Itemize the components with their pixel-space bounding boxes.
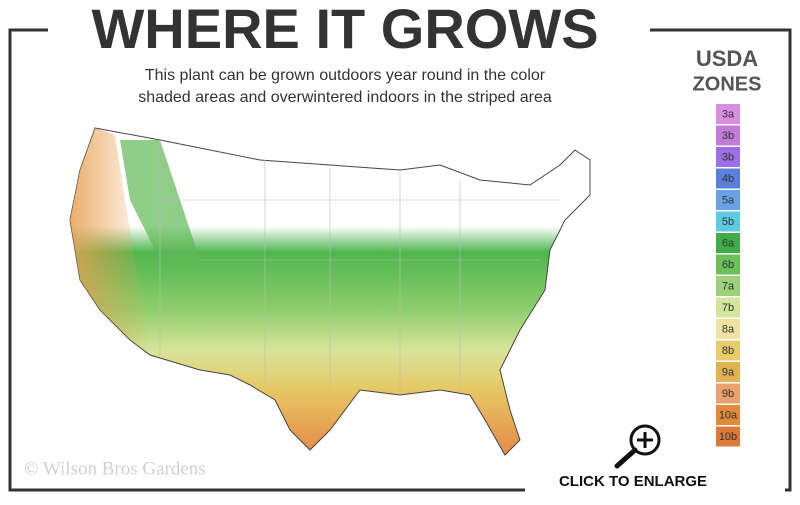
zone-label: 4b <box>722 173 734 185</box>
zone-swatch <box>716 168 740 189</box>
zone-label: 10a <box>719 409 738 421</box>
zone-swatch <box>716 147 740 167</box>
zone-swatch <box>716 426 740 447</box>
zone-label: 9b <box>722 388 734 400</box>
frame <box>8 28 792 492</box>
state-lines <box>150 140 560 395</box>
copyright: © Wilson Bros Gardens <box>24 458 206 479</box>
subtitle-line: This plant can be grown outdoors year ro… <box>145 67 546 84</box>
zone-label: 7a <box>722 280 735 292</box>
zone-swatch <box>716 319 740 339</box>
zone-swatch <box>716 233 740 253</box>
legend-title: ZONES <box>693 73 762 95</box>
zone-swatch <box>716 276 740 296</box>
zone-swatch <box>716 125 740 146</box>
zone-label: 3a <box>722 108 735 120</box>
zone-label: 5a <box>722 194 735 206</box>
zone-swatch <box>716 383 740 404</box>
zone-swatch <box>716 405 740 425</box>
zone-label: 6a <box>722 237 735 249</box>
zone-label: 5b <box>722 216 734 228</box>
zone-label: 3b <box>722 151 734 163</box>
zone-swatch <box>716 297 740 318</box>
map-coast <box>70 128 150 355</box>
legend-title: USDA <box>696 46 758 71</box>
zone-swatch <box>716 104 740 124</box>
zone-label: 3b <box>722 130 734 142</box>
zone-label: 6b <box>722 259 734 271</box>
us-map <box>69 127 591 456</box>
zone-label: 7b <box>722 302 734 314</box>
zone-label: 8a <box>722 323 735 335</box>
enlarge-link[interactable]: CLICK TO ENLARGE <box>559 473 707 490</box>
magnifier-icon[interactable] <box>614 424 661 469</box>
zone-label: 9a <box>722 366 735 378</box>
zone-swatch <box>716 362 740 382</box>
subtitle-line: shaded areas and overwintered indoors in… <box>138 89 552 106</box>
zone-swatch <box>716 340 740 361</box>
legend-zones: 3a 3b 3b 4b 5a 5b 6a 6b 7a 7b 8a 8b 9a 9b 10a 10b <box>716 104 740 447</box>
zone-swatch <box>716 211 740 232</box>
zone-swatch <box>716 190 740 210</box>
zone-label: 8b <box>722 345 734 357</box>
title: WHERE IT GROWS <box>91 0 598 60</box>
zone-label: 10b <box>719 431 737 443</box>
zone-swatch <box>716 254 740 275</box>
